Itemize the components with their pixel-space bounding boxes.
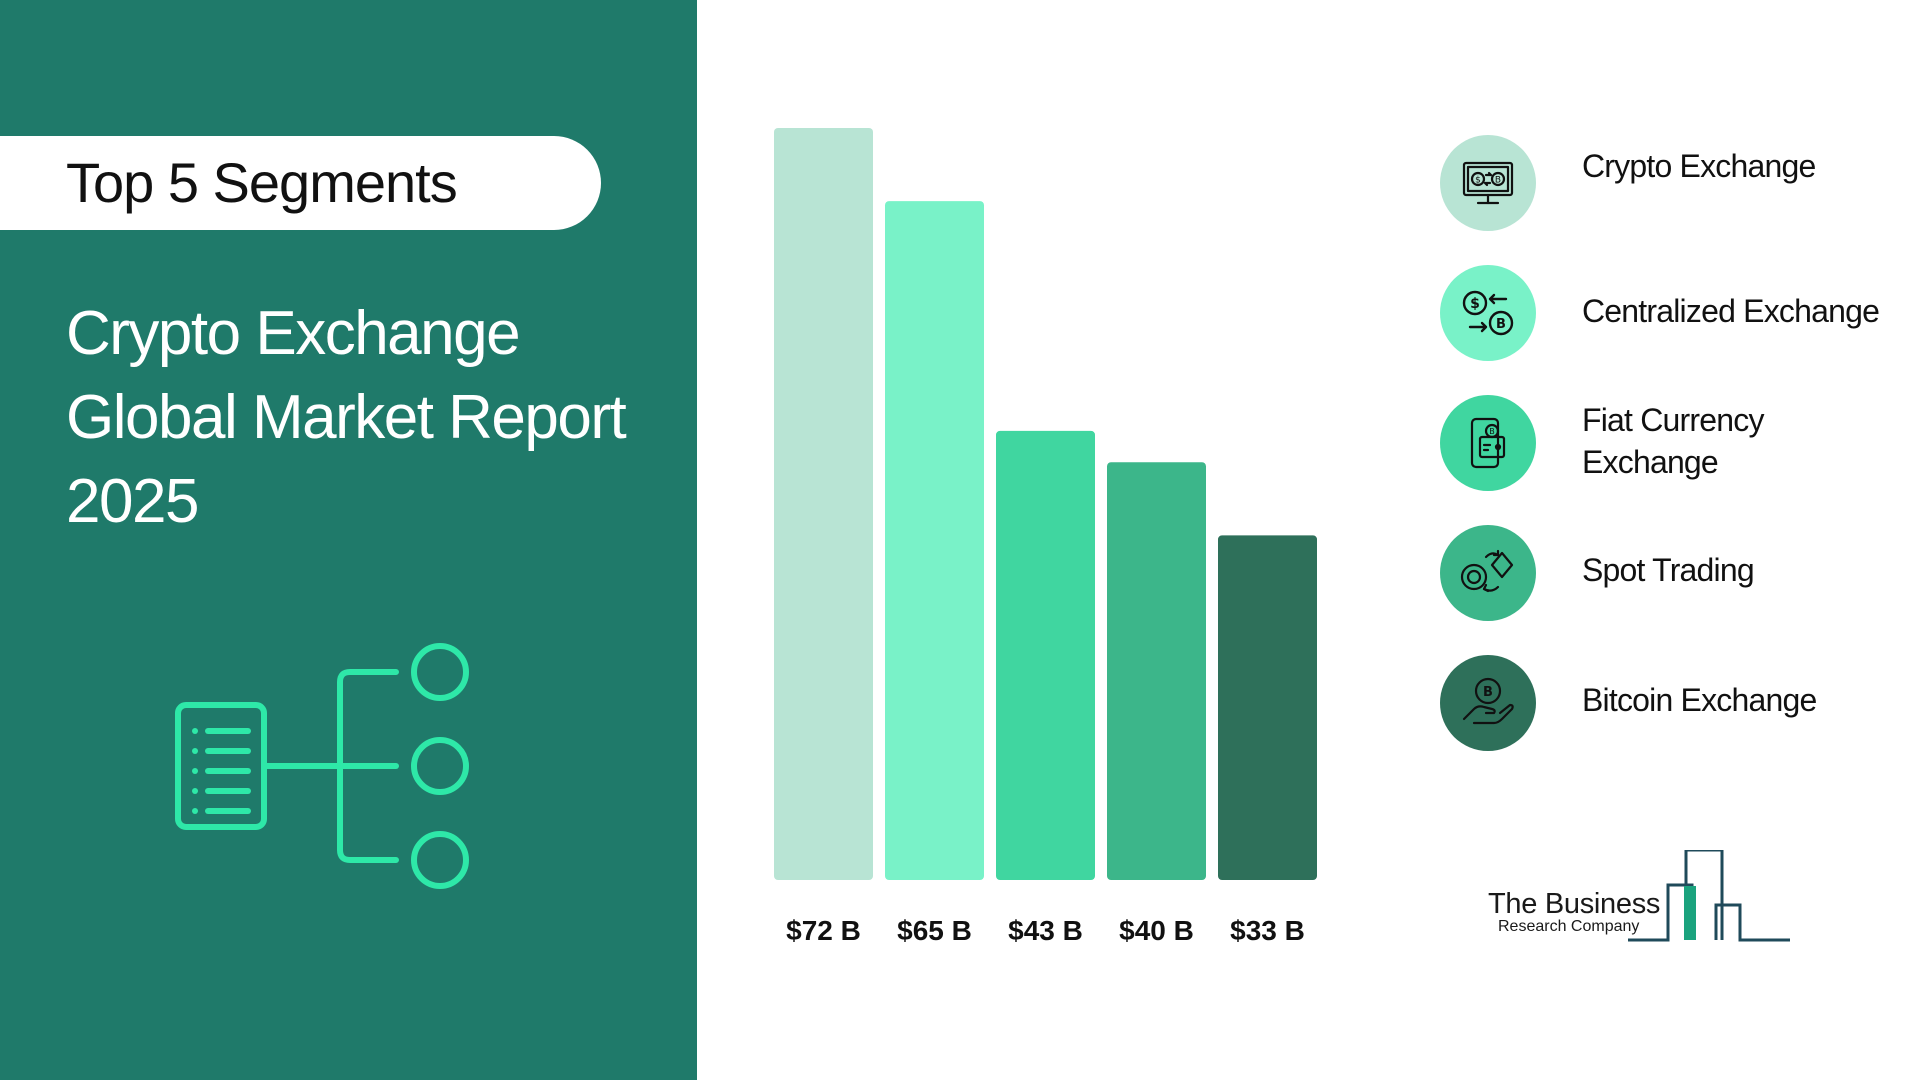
legend-label: Fiat Currency Exchange [1582, 399, 1912, 483]
svg-text:B: B [1496, 317, 1506, 332]
report-title-line-3: 2025 [66, 467, 199, 536]
legend-label: Centralized Exchange [1582, 290, 1912, 332]
legend-label-line: Bitcoin Exchange [1582, 682, 1817, 718]
logo-bars-icon [1628, 850, 1790, 942]
bar-value-label-2: $65 B [897, 915, 972, 946]
bar-value-label-3: $43 B [1008, 915, 1083, 946]
svg-text:$: $ [1475, 176, 1481, 186]
bar-1 [774, 128, 873, 880]
coin-diamond-exchange-icon [1460, 549, 1514, 593]
phone-wallet-icon: B [1470, 417, 1506, 469]
bar-4 [1107, 462, 1206, 880]
report-title-line-1: Crypto Exchange [66, 299, 521, 368]
logo-title: The Business [1488, 888, 1661, 920]
bar-5 [1218, 535, 1317, 880]
report-title-line-2: Global Market Report [66, 383, 627, 452]
legend-label-line: Fiat Currency [1582, 402, 1764, 438]
legend-item-crypto-exchange: $ B Crypto Exchange [1440, 135, 1910, 231]
bar-3 [996, 430, 1095, 880]
logo-subtitle: Research Company [1498, 918, 1640, 935]
svg-text:B: B [1489, 427, 1495, 436]
legend-label-line: Crypto Exchange [1582, 148, 1816, 184]
segment-tree-icon [175, 643, 469, 889]
bar-value-label-4: $40 B [1119, 915, 1194, 946]
segments-badge [0, 136, 601, 230]
company-logo: The Business Research Company [1488, 850, 1808, 945]
legend-swatch: B [1440, 395, 1536, 491]
dollar-bitcoin-swap-icon: $ B [1462, 290, 1514, 336]
segments-badge-label: Top 5 Segments [66, 151, 458, 214]
legend-item-centralized-exchange: $ B Centralized Exchange [1440, 265, 1910, 361]
legend-item-bitcoin-exchange: B Bitcoin Exchange [1440, 655, 1910, 751]
report-title: Crypto Exchange Global Market Report 202… [66, 292, 666, 544]
legend-item-spot-trading: Spot Trading [1440, 525, 1910, 621]
legend-label: Bitcoin Exchange [1582, 679, 1912, 721]
legend-swatch: $ B [1440, 135, 1536, 231]
legend-label: Crypto Exchange [1582, 145, 1912, 187]
svg-text:$: $ [1470, 296, 1480, 312]
monitor-exchange-icon: $ B [1462, 161, 1514, 205]
legend-label-line: Spot Trading [1582, 552, 1755, 588]
bar-chart-svg: $72 B $65 B $43 B $40 B $33 B [774, 128, 1317, 946]
bar-2 [885, 201, 984, 881]
legend-label-line: Centralized Exchange [1582, 293, 1880, 329]
svg-text:B: B [1483, 685, 1493, 700]
bar-value-label-5: $33 B [1230, 915, 1305, 946]
svg-text:B: B [1495, 176, 1501, 186]
legend-swatch: B [1440, 655, 1536, 751]
bar-chart: $72 B $65 B $43 B $40 B $33 B [760, 120, 1340, 970]
legend-label: Spot Trading [1582, 549, 1912, 591]
hand-bitcoin-icon: B [1462, 677, 1514, 725]
legend-item-fiat-currency-exchange: B Fiat Currency Exchange [1440, 395, 1910, 491]
legend-swatch: $ B [1440, 265, 1536, 361]
bar-value-label-1: $72 B [786, 915, 861, 946]
legend-swatch [1440, 525, 1536, 621]
legend-label-line: Exchange [1582, 444, 1719, 480]
